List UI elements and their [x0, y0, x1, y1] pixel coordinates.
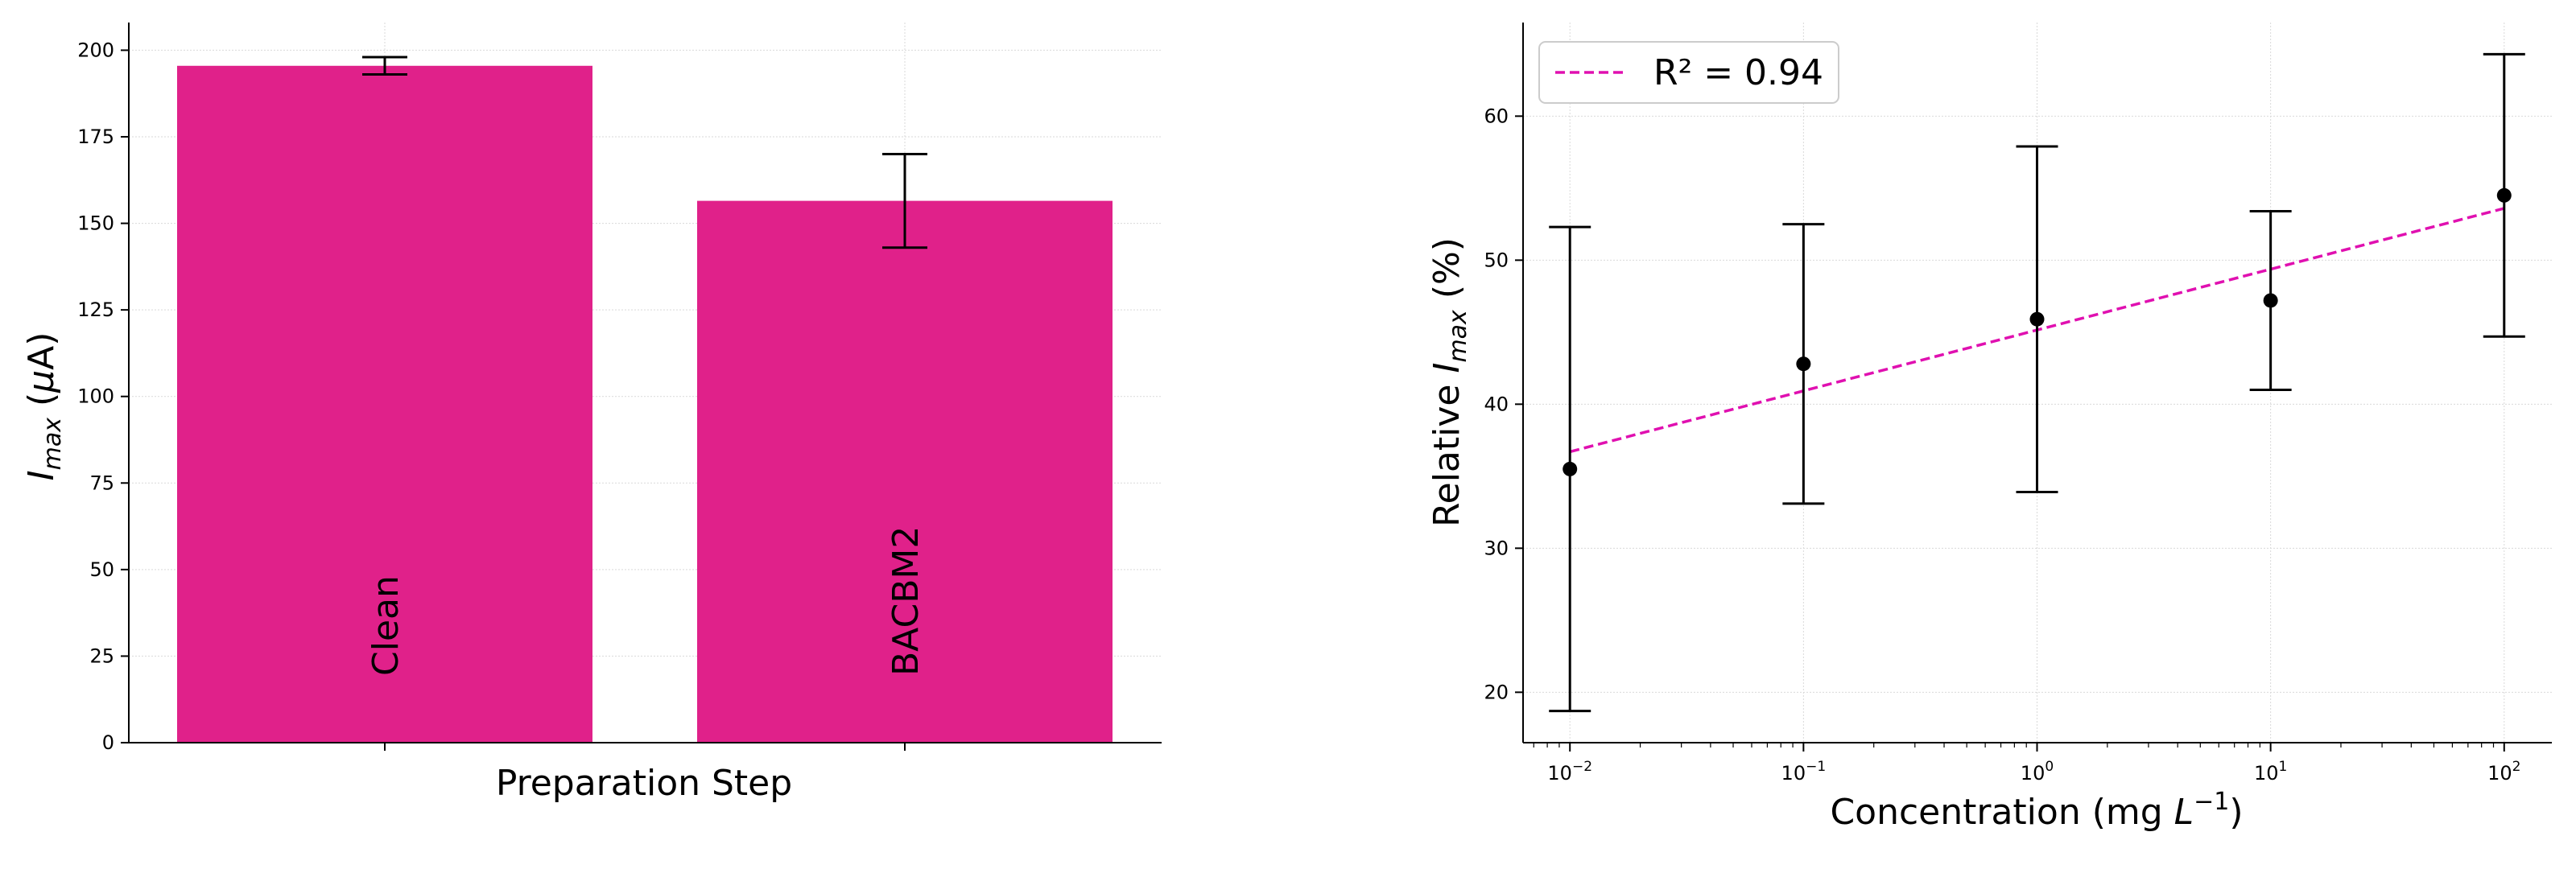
scatter-y-label-post: (%): [1426, 237, 1468, 310]
scatter-y-ticks: 20 30 40 50 60: [1484, 105, 1523, 703]
scatter-point-1: [1796, 356, 1811, 372]
scatter-point-2: [2029, 311, 2045, 327]
scatter-x-label-close: ): [2229, 792, 2243, 833]
scatter-y-axis-label: Relative Imax (%): [1426, 237, 1472, 527]
bar-error-bars: [362, 56, 927, 249]
bar-y-tick-label-3: 75: [89, 472, 114, 494]
bar-x-ticks: [384, 743, 906, 751]
bar-y-tick-label-8: 200: [77, 39, 114, 61]
bar-axes: [128, 23, 1162, 743]
scatter-y-label-sub: max: [1444, 310, 1472, 363]
scatter-y-tick-label-0: 20: [1484, 681, 1509, 703]
scatter-x-tick-label-3: 101: [2254, 759, 2287, 785]
scatter-point-4: [2496, 187, 2512, 203]
scatter-y-tick-label-3: 50: [1484, 249, 1509, 271]
bar-y-axis-label: Imax (μA): [21, 332, 67, 481]
scatter-x-tick-label-4: 102: [2487, 759, 2520, 785]
scatter-y-label-pre: Relative: [1426, 373, 1468, 527]
legend-fit-label: R² = 0.94: [1653, 52, 1823, 93]
scatter-x-tick-label-0: 10−2: [1547, 759, 1592, 785]
scatter-x-ticks: 10−2 10−1 100 101 102: [1533, 743, 2520, 785]
bar-y-tick-label-6: 150: [77, 212, 114, 235]
bar-y-label-sub: max: [39, 418, 67, 471]
legend-box: [1538, 41, 1839, 104]
legend: R² = 0.94: [1538, 41, 1839, 104]
scatter-point-3: [2263, 293, 2278, 308]
scatter-x-tick-label-2: 100: [2021, 759, 2054, 785]
bar-category-label-0: Clean: [365, 575, 407, 676]
bar-1: [697, 200, 1113, 743]
bar-bars: [177, 65, 1113, 743]
bar-y-tick-label-7: 175: [77, 126, 114, 148]
bar-y-ticks: 0 25 50 75 100 125 150 175 200: [77, 39, 129, 754]
scatter-y-tick-label-1: 30: [1484, 537, 1509, 559]
scatter-y-tick-label-2: 40: [1484, 393, 1509, 415]
bar-y-tick-label-4: 100: [77, 385, 114, 408]
bar-y-tick-label-0: 0: [102, 731, 114, 754]
scatter-y-label-var: I: [1426, 363, 1468, 373]
bar-y-label-mu: μ: [21, 370, 62, 393]
scatter-chart: 20 30 40 50 60 10−2 10−1 100 101 102 Concentrati…: [1426, 23, 2552, 833]
scatter-x-axis-label: Concentration (mg L−1): [1830, 788, 2243, 833]
scatter-x-label-sup: −1: [2194, 788, 2229, 816]
bar-category-labels: Clean BACBM2: [365, 526, 927, 676]
bar-y-label-main: I: [21, 470, 62, 480]
bar-y-label-close: A): [21, 332, 62, 370]
bar-category-label-1: BACBM2: [886, 526, 927, 676]
scatter-x-label-main: Concentration (mg: [1830, 792, 2174, 833]
scatter-x-label-var: L: [2174, 792, 2194, 833]
scatter-point-0: [1563, 461, 1578, 476]
bar-y-label-open: (: [21, 393, 62, 418]
scatter-y-tick-label-4: 60: [1484, 105, 1509, 127]
bar-chart: Clean BACBM2 0 25 50 75 100 125 150 175 200 Prepa…: [21, 23, 1162, 804]
scatter-points: [1563, 187, 2512, 476]
bar-x-axis-label: Preparation Step: [496, 763, 792, 804]
bar-y-tick-label-2: 50: [89, 558, 114, 581]
bar-y-tick-label-5: 125: [77, 299, 114, 321]
bar-0: [177, 65, 592, 743]
scatter-x-tick-label-1: 10−1: [1781, 759, 1827, 785]
bar-y-tick-label-1: 25: [89, 645, 114, 667]
